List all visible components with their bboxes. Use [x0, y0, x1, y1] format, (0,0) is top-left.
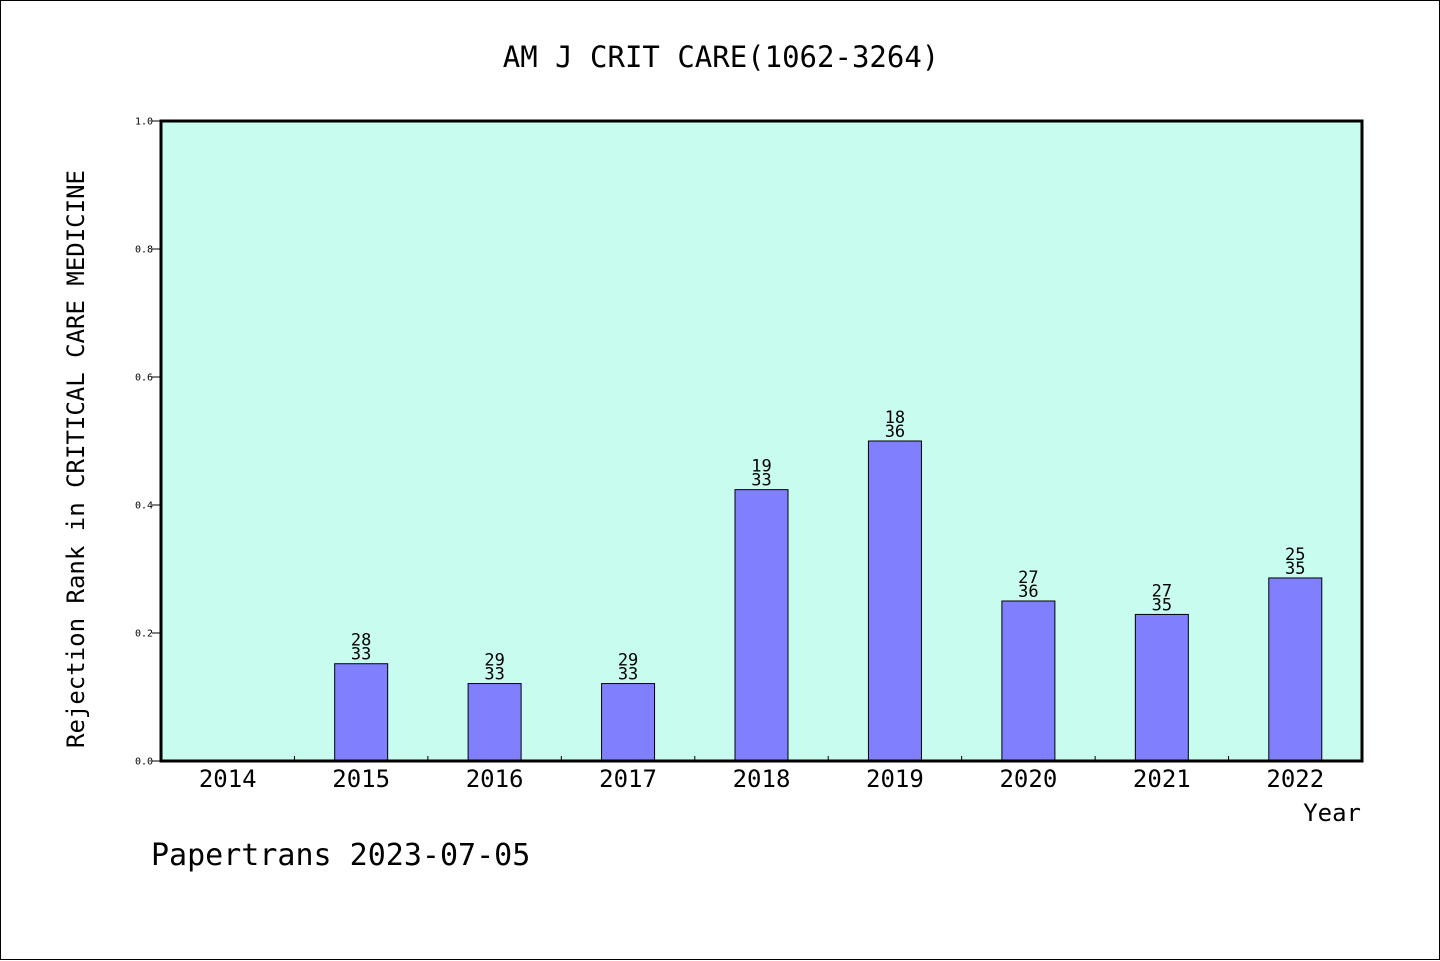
y-tick-label: 0.0 — [135, 757, 153, 768]
x-tick-label: 2018 — [733, 765, 791, 793]
x-tick-label: 2022 — [1266, 765, 1324, 793]
bar-rank-total-label: 35 — [1152, 595, 1172, 615]
y-tick-label: 1.0 — [135, 117, 153, 128]
x-tick-label: 2016 — [466, 765, 524, 793]
bar-rank-label: 27 — [1018, 568, 1038, 588]
x-tick-label: 2019 — [866, 765, 924, 793]
bar-rank-total-label: 36 — [1018, 582, 1038, 602]
bar-rank-total-label: 36 — [885, 422, 905, 442]
bar — [1268, 577, 1323, 762]
bar-rank-label: 28 — [351, 631, 371, 651]
bar-rank-label: 19 — [751, 457, 771, 477]
bar — [601, 683, 656, 762]
bar — [867, 440, 922, 762]
bar — [734, 489, 789, 762]
x-tick-label: 2021 — [1133, 765, 1191, 793]
bar — [467, 683, 522, 762]
bar-rank-label: 18 — [885, 408, 905, 428]
bar-rank-label: 27 — [1152, 581, 1172, 601]
bar-rank-total-label: 35 — [1285, 559, 1305, 579]
bar-rank-label: 25 — [1285, 545, 1305, 565]
bar-rank-total-label: 33 — [751, 471, 771, 491]
y-axis-label: Rejection Rank in CRITICAL CARE MEDICINE — [62, 170, 90, 748]
x-tick-label: 2017 — [599, 765, 657, 793]
bar-rank-label: 29 — [618, 651, 638, 671]
x-axis-ticks: 2014 2015 2016 2017 2018 2019 2020 2021 2022 — [199, 756, 1324, 793]
y-tick-label: 0.6 — [135, 373, 153, 384]
chart-title: AM J CRIT CARE(1062-3264) — [503, 40, 940, 74]
y-tick-label: 0.2 — [135, 629, 153, 640]
x-tick-label: 2015 — [332, 765, 390, 793]
y-tick-label: 0.4 — [135, 501, 153, 512]
x-tick-label: 2020 — [999, 765, 1057, 793]
plot-border — [159, 119, 1364, 763]
y-axis-ticks: 0.0 0.2 0.4 0.6 0.8 1.0 — [135, 117, 161, 768]
y-tick-label: 0.8 — [135, 245, 153, 256]
bar-rank-label: 29 — [484, 651, 504, 671]
bar — [1134, 613, 1189, 762]
footer-credit: Papertrans 2023-07-05 — [151, 838, 530, 873]
bar — [1001, 600, 1056, 762]
bar-rank-total-label: 33 — [484, 665, 504, 685]
bar-rank-total-label: 33 — [351, 645, 371, 665]
bar-rank-total-label: 33 — [618, 665, 638, 685]
x-tick-label: 2014 — [199, 765, 257, 793]
bars-group — [334, 440, 1323, 762]
x-axis-label: Year — [1303, 799, 1361, 827]
bar — [334, 663, 389, 762]
